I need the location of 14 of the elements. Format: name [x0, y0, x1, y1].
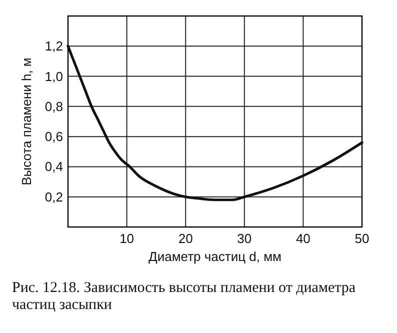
y-tick-label: 0,6	[44, 129, 63, 144]
y-tick-label: 0,8	[44, 98, 63, 114]
x-axis-title: Диаметр частиц d, мм	[148, 249, 282, 264]
y-tick-label: 1,2	[44, 38, 63, 54]
x-tick-label: 20	[178, 231, 193, 246]
y-axis-title: Высота пламени h, м	[19, 58, 34, 186]
y-tick-label: 0,4	[44, 159, 63, 174]
x-tick-label: 50	[354, 231, 370, 246]
x-tick-label: 40	[296, 231, 310, 246]
y-tick-label: 1,0	[44, 68, 63, 84]
y-tick-label: 0,2	[44, 189, 63, 204]
text: Рис. 12.18. Зависимость высоты пламени от диаметра частиц засыпки	[12, 280, 357, 314]
x-tick-label: 30	[237, 231, 252, 246]
x-tick-label: 10	[120, 231, 134, 246]
